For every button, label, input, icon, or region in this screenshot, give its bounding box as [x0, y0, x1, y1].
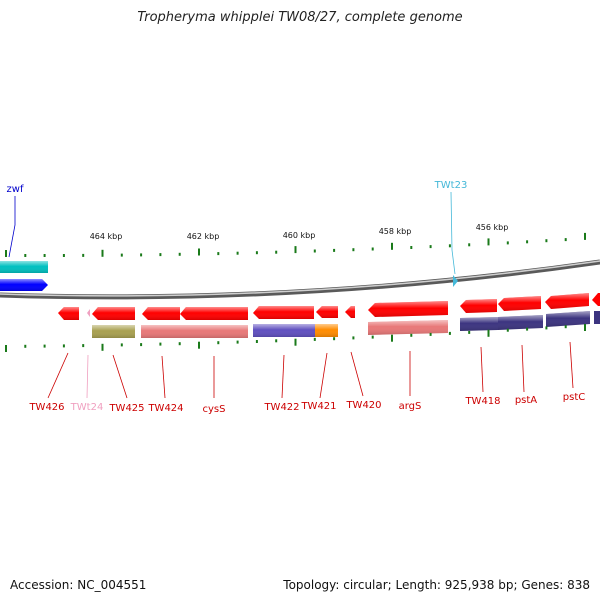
label-twt24[interactable]: TWt24: [70, 402, 104, 413]
label-pstc[interactable]: pstC: [563, 392, 585, 403]
top-labels: zwf TWt23: [7, 180, 468, 275]
cog-block-edge: [594, 311, 600, 324]
genome-title: Tropheryma whipplei TW08/27, complete ge…: [137, 10, 463, 25]
label-tw421[interactable]: TW421: [300, 401, 336, 412]
cog-block-tw422: [253, 324, 315, 337]
label-cyss[interactable]: cysS: [203, 404, 226, 415]
cog-block-tw418: [460, 317, 498, 331]
label-args[interactable]: argS: [399, 401, 422, 412]
cog-block-psta: [498, 315, 543, 330]
gene-args-arrow[interactable]: [368, 301, 448, 317]
label-tw426[interactable]: TW426: [28, 402, 64, 413]
genome-backbone-highlight: [0, 260, 600, 297]
gene-pstc-arrow[interactable]: [545, 293, 589, 309]
label-twt23[interactable]: TWt23: [434, 180, 468, 191]
cog-block-tw424: [141, 325, 180, 338]
gene-edge-arrow[interactable]: [592, 293, 600, 306]
scale-label-456kbp: 456 kbp: [476, 223, 509, 232]
left-feature-teal[interactable]: [0, 261, 48, 273]
accession-text: Accession: NC_004551: [10, 578, 147, 592]
left-feature-blue[interactable]: [0, 279, 48, 291]
scale-label-460kbp: 460 kbp: [283, 231, 316, 240]
cog-block-cyss: [180, 325, 248, 338]
scale-label-458kbp: 458 kbp: [379, 227, 412, 236]
gene-tw426-arrow[interactable]: [58, 307, 79, 320]
scale-label-464kbp: 464 kbp: [90, 232, 123, 241]
topology-summary-text: Topology: circular; Length: 925,938 bp; …: [283, 578, 590, 592]
label-tw424[interactable]: TW424: [147, 403, 183, 414]
trna-twt24-arrow[interactable]: [87, 309, 90, 317]
gene-tw418-arrow[interactable]: [460, 299, 497, 313]
cog-block-tw425: [92, 325, 135, 338]
scale-labels: 464 kbp 462 kbp 460 kbp 458 kbp 456 kbp: [90, 223, 509, 241]
cog-block-args: [368, 320, 448, 335]
scale-ticks-lower: [5, 324, 586, 352]
label-zwf[interactable]: zwf: [7, 184, 24, 195]
gene-psta-arrow[interactable]: [498, 296, 541, 311]
genome-backbone: [0, 259, 600, 300]
trna-twt23-arrow[interactable]: [453, 275, 458, 287]
bottom-labels: TW426 TWt24 TW425 TW424 cysS TW422 TW421…: [28, 341, 585, 415]
gene-tw422-arrow[interactable]: [253, 306, 314, 319]
label-tw425[interactable]: TW425: [108, 403, 144, 414]
label-tw418[interactable]: TW418: [464, 396, 500, 407]
scale-label-462kbp: 462 kbp: [187, 232, 220, 241]
label-tw422[interactable]: TW422: [263, 402, 299, 413]
scale-ticks-upper: [5, 232, 586, 257]
cog-block-pstc: [546, 311, 590, 327]
gene-cyss-arrow[interactable]: [180, 307, 248, 320]
label-psta[interactable]: pstA: [515, 395, 537, 406]
cog-block-tw421: [315, 324, 338, 337]
gene-tw421-arrow[interactable]: [316, 306, 338, 318]
gene-tw425-arrow[interactable]: [92, 307, 135, 320]
gene-tw420-arrow[interactable]: [345, 306, 355, 318]
label-tw420[interactable]: TW420: [345, 400, 381, 411]
gene-tw424-arrow[interactable]: [142, 307, 180, 320]
